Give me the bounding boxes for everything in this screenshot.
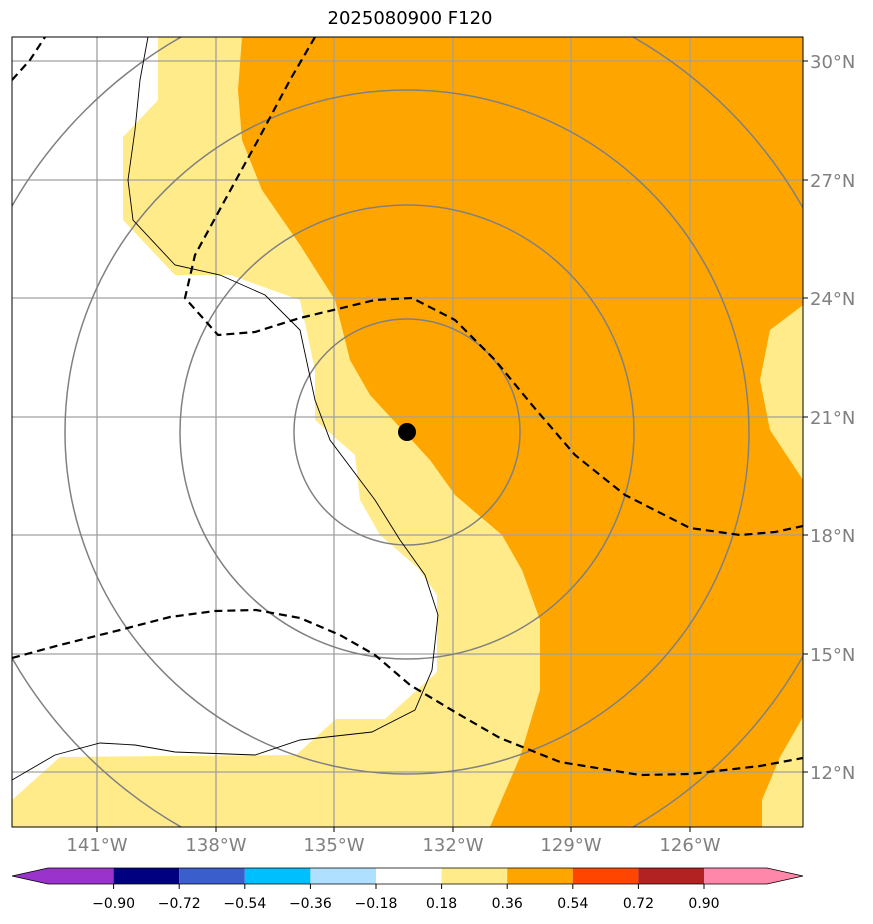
lat-label: 24°N — [810, 289, 855, 310]
dashed-line-corner — [12, 37, 46, 81]
lat-tick-marks — [803, 60, 808, 773]
colorbar-bin — [113, 868, 180, 884]
colorbar-label: −0.90 — [92, 896, 135, 912]
colorbar-label: 0.90 — [688, 896, 719, 912]
plot-frame — [11, 36, 804, 828]
colorbar-bin — [179, 868, 245, 884]
lon-label: 141°W — [66, 835, 127, 856]
colorbar-bin — [507, 868, 573, 884]
lat-label: 21°N — [810, 408, 855, 429]
thin-contour-line — [12, 37, 439, 781]
colorbar-label: 0.54 — [557, 896, 588, 912]
colorbar-extend-right — [767, 868, 803, 884]
colorbar-bin — [48, 868, 114, 884]
map-title: 2025080900 F120 — [327, 8, 493, 29]
colorbar-label: −0.72 — [158, 896, 201, 912]
dashed-contours — [12, 37, 803, 777]
lat-label: 12°N — [810, 763, 855, 784]
lon-tick-marks — [96, 827, 691, 832]
distance-rings — [12, 37, 803, 827]
lat-label: 30°N — [810, 52, 855, 73]
colorbar-label: −0.18 — [355, 896, 398, 912]
lon-label: 132°W — [422, 835, 483, 856]
lat-label: 27°N — [810, 171, 855, 192]
colorbar-label: −0.36 — [289, 896, 332, 912]
lat-label: 18°N — [810, 526, 855, 547]
colorbar-bin — [704, 868, 767, 884]
colorbar-bin — [638, 868, 704, 884]
storm-center-marker — [398, 423, 416, 441]
dashed-line-upper — [183, 37, 803, 537]
colorbar-label: −0.54 — [223, 896, 266, 912]
colorbar-outline — [11, 867, 804, 885]
lon-label: 126°W — [659, 835, 720, 856]
colorbar-bin — [441, 868, 508, 884]
colorbar-label: 0.18 — [426, 896, 457, 912]
gridlines — [12, 37, 803, 827]
colorbar-bin — [244, 868, 311, 884]
colorbar-bin — [310, 868, 376, 884]
colorbar-bin — [376, 868, 442, 884]
lon-label: 135°W — [303, 835, 364, 856]
colorbar-bin — [572, 868, 639, 884]
colorbar-extend-left — [12, 868, 48, 884]
colorbar-label: 0.36 — [492, 896, 523, 912]
lat-label: 15°N — [810, 645, 855, 666]
lon-labels: 141°W 138°W 135°W 132°W 129°W 126°W — [66, 835, 720, 856]
colorbar: −0.90 −0.72 −0.54 −0.36 −0.18 0.18 0.36 … — [11, 867, 804, 912]
lat-labels: 30°N 27°N 24°N 21°N 18°N 15°N 12°N — [810, 52, 855, 784]
dashed-line-lower — [12, 608, 803, 777]
lon-label: 129°W — [540, 835, 601, 856]
lon-label: 138°W — [185, 835, 246, 856]
colorbar-label: 0.72 — [623, 896, 654, 912]
